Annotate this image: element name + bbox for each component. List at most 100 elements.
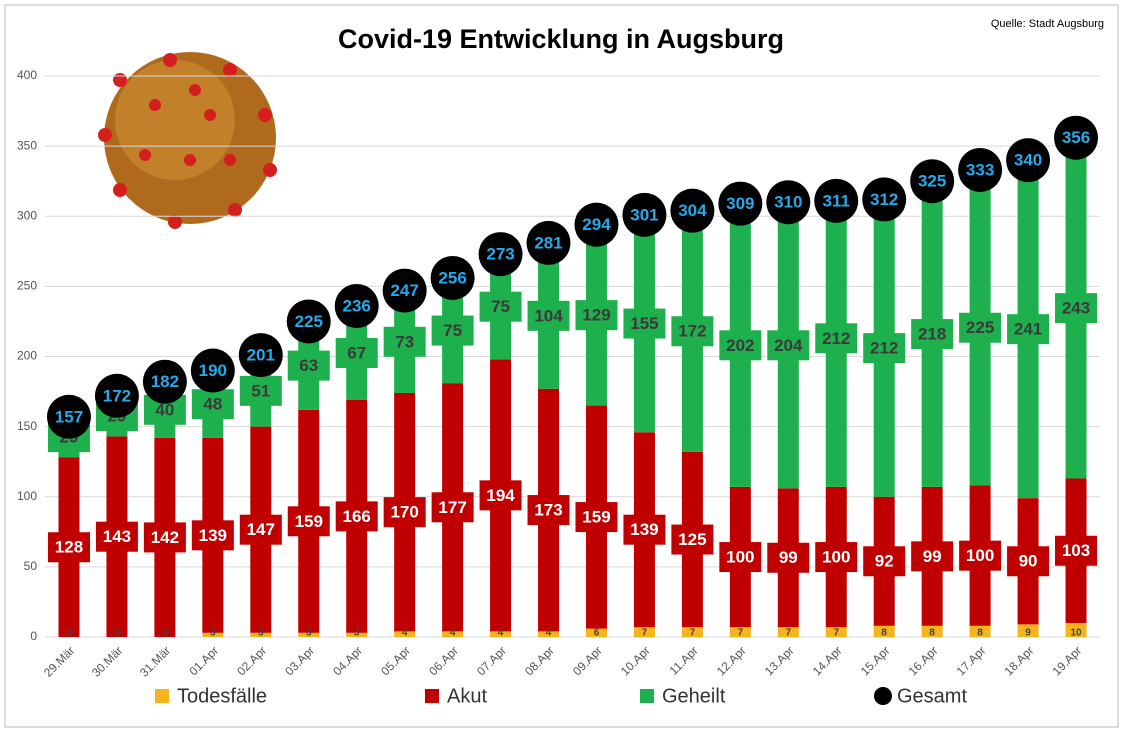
data-label-box (479, 291, 522, 322)
data-label: 304 (678, 201, 707, 220)
bar-segment (202, 632, 224, 637)
data-label: 6 (594, 628, 600, 639)
data-label: 4 (546, 628, 552, 639)
total-marker (142, 359, 187, 404)
bar-segment (825, 627, 847, 637)
total-marker (718, 181, 763, 226)
data-label: 7 (786, 628, 792, 639)
total-marker (286, 299, 331, 344)
y-tick-label: 100 (17, 489, 37, 503)
data-label-box (335, 337, 378, 368)
data-label: 166 (343, 507, 371, 526)
total-marker (1054, 115, 1099, 160)
data-label: 202 (726, 336, 754, 355)
data-label-box (383, 326, 426, 357)
data-label-box (479, 480, 522, 511)
data-label-box (1055, 535, 1098, 566)
data-label: 212 (870, 339, 898, 358)
data-label: 8 (881, 628, 887, 639)
data-label-box (671, 524, 714, 555)
data-label: 281 (534, 233, 562, 252)
data-label: 301 (630, 205, 658, 224)
total-marker (574, 202, 619, 247)
bar-segment (921, 625, 943, 637)
data-label: 159 (582, 508, 610, 527)
data-label: 356 (1062, 128, 1090, 147)
data-label-box (239, 514, 282, 545)
data-label-box (191, 389, 234, 420)
data-label-box (719, 330, 762, 361)
data-label: 4 (402, 628, 408, 639)
data-label-box (431, 492, 474, 523)
data-label-box (431, 315, 474, 346)
data-label-box (191, 520, 234, 551)
data-label: 92 (875, 552, 894, 571)
source: Quelle: Stadt Augsburg (991, 18, 1104, 30)
data-label-box (767, 542, 810, 573)
data-label: 40 (155, 400, 174, 419)
bar-segment (681, 627, 703, 637)
data-label: 4 (450, 628, 456, 639)
data-label: 312 (870, 190, 898, 209)
labels: 0128291570143291720142401823139481903147… (46, 115, 1099, 639)
data-label-box (623, 514, 666, 545)
total-marker (430, 255, 475, 300)
data-label: 7 (833, 628, 839, 639)
data-label: 103 (1062, 541, 1090, 560)
data-label: 177 (438, 498, 466, 517)
virus-illustration (98, 52, 277, 229)
bar-segment (1065, 622, 1087, 637)
total-marker (958, 147, 1003, 192)
bar-segment (538, 631, 560, 637)
bar-segment (873, 625, 895, 637)
data-label-box (383, 497, 426, 528)
data-label-box (863, 333, 906, 364)
data-label: 75 (491, 297, 510, 316)
y-tick-label: 250 (17, 279, 37, 293)
y-tick-label: 200 (17, 349, 37, 363)
bar-segment (394, 631, 416, 637)
data-label: 7 (738, 628, 744, 639)
data-label: 100 (726, 548, 754, 567)
total-marker (334, 284, 379, 329)
y-tick-label: 0 (30, 629, 37, 643)
y-tick-label: 350 (17, 138, 37, 152)
data-label-box (47, 532, 90, 563)
data-label: 99 (779, 548, 798, 567)
data-label: 143 (103, 527, 131, 546)
legend-swatch (640, 689, 654, 703)
data-label: 173 (534, 501, 562, 520)
bar-segment (777, 627, 799, 637)
bars (58, 137, 1087, 637)
data-label-box (623, 308, 666, 339)
data-label: 194 (486, 486, 515, 505)
total-marker (190, 348, 235, 393)
data-label: 182 (151, 372, 179, 391)
data-label: 190 (199, 361, 227, 380)
data-label: 8 (929, 628, 935, 639)
legend-swatch (425, 689, 439, 703)
bar-segment (490, 631, 512, 637)
data-label-box (1007, 314, 1050, 345)
legend-label: Geheilt (662, 685, 726, 707)
data-label-box (815, 323, 858, 354)
total-marker (622, 192, 667, 237)
legend-swatch (155, 689, 169, 703)
total-marker (766, 180, 811, 225)
data-label: 99 (923, 547, 942, 566)
data-label-box (911, 319, 954, 350)
legend-label: Todesfälle (177, 685, 267, 707)
data-label-box (287, 506, 330, 537)
data-label-box (95, 521, 138, 552)
data-label-box (239, 375, 282, 406)
data-label: 100 (822, 548, 850, 567)
y-tick-label: 300 (17, 208, 37, 222)
data-label-box (335, 501, 378, 532)
total-marker (670, 188, 715, 233)
data-label: 0 (114, 628, 120, 639)
data-label-box (815, 542, 858, 573)
data-label: 236 (343, 296, 371, 315)
data-label-box (143, 522, 186, 553)
total-marker (238, 333, 283, 378)
